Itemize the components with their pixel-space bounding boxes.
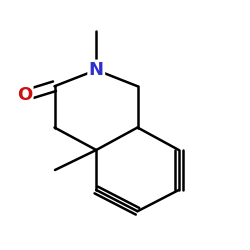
Text: N: N (89, 61, 104, 79)
Text: O: O (17, 86, 32, 104)
